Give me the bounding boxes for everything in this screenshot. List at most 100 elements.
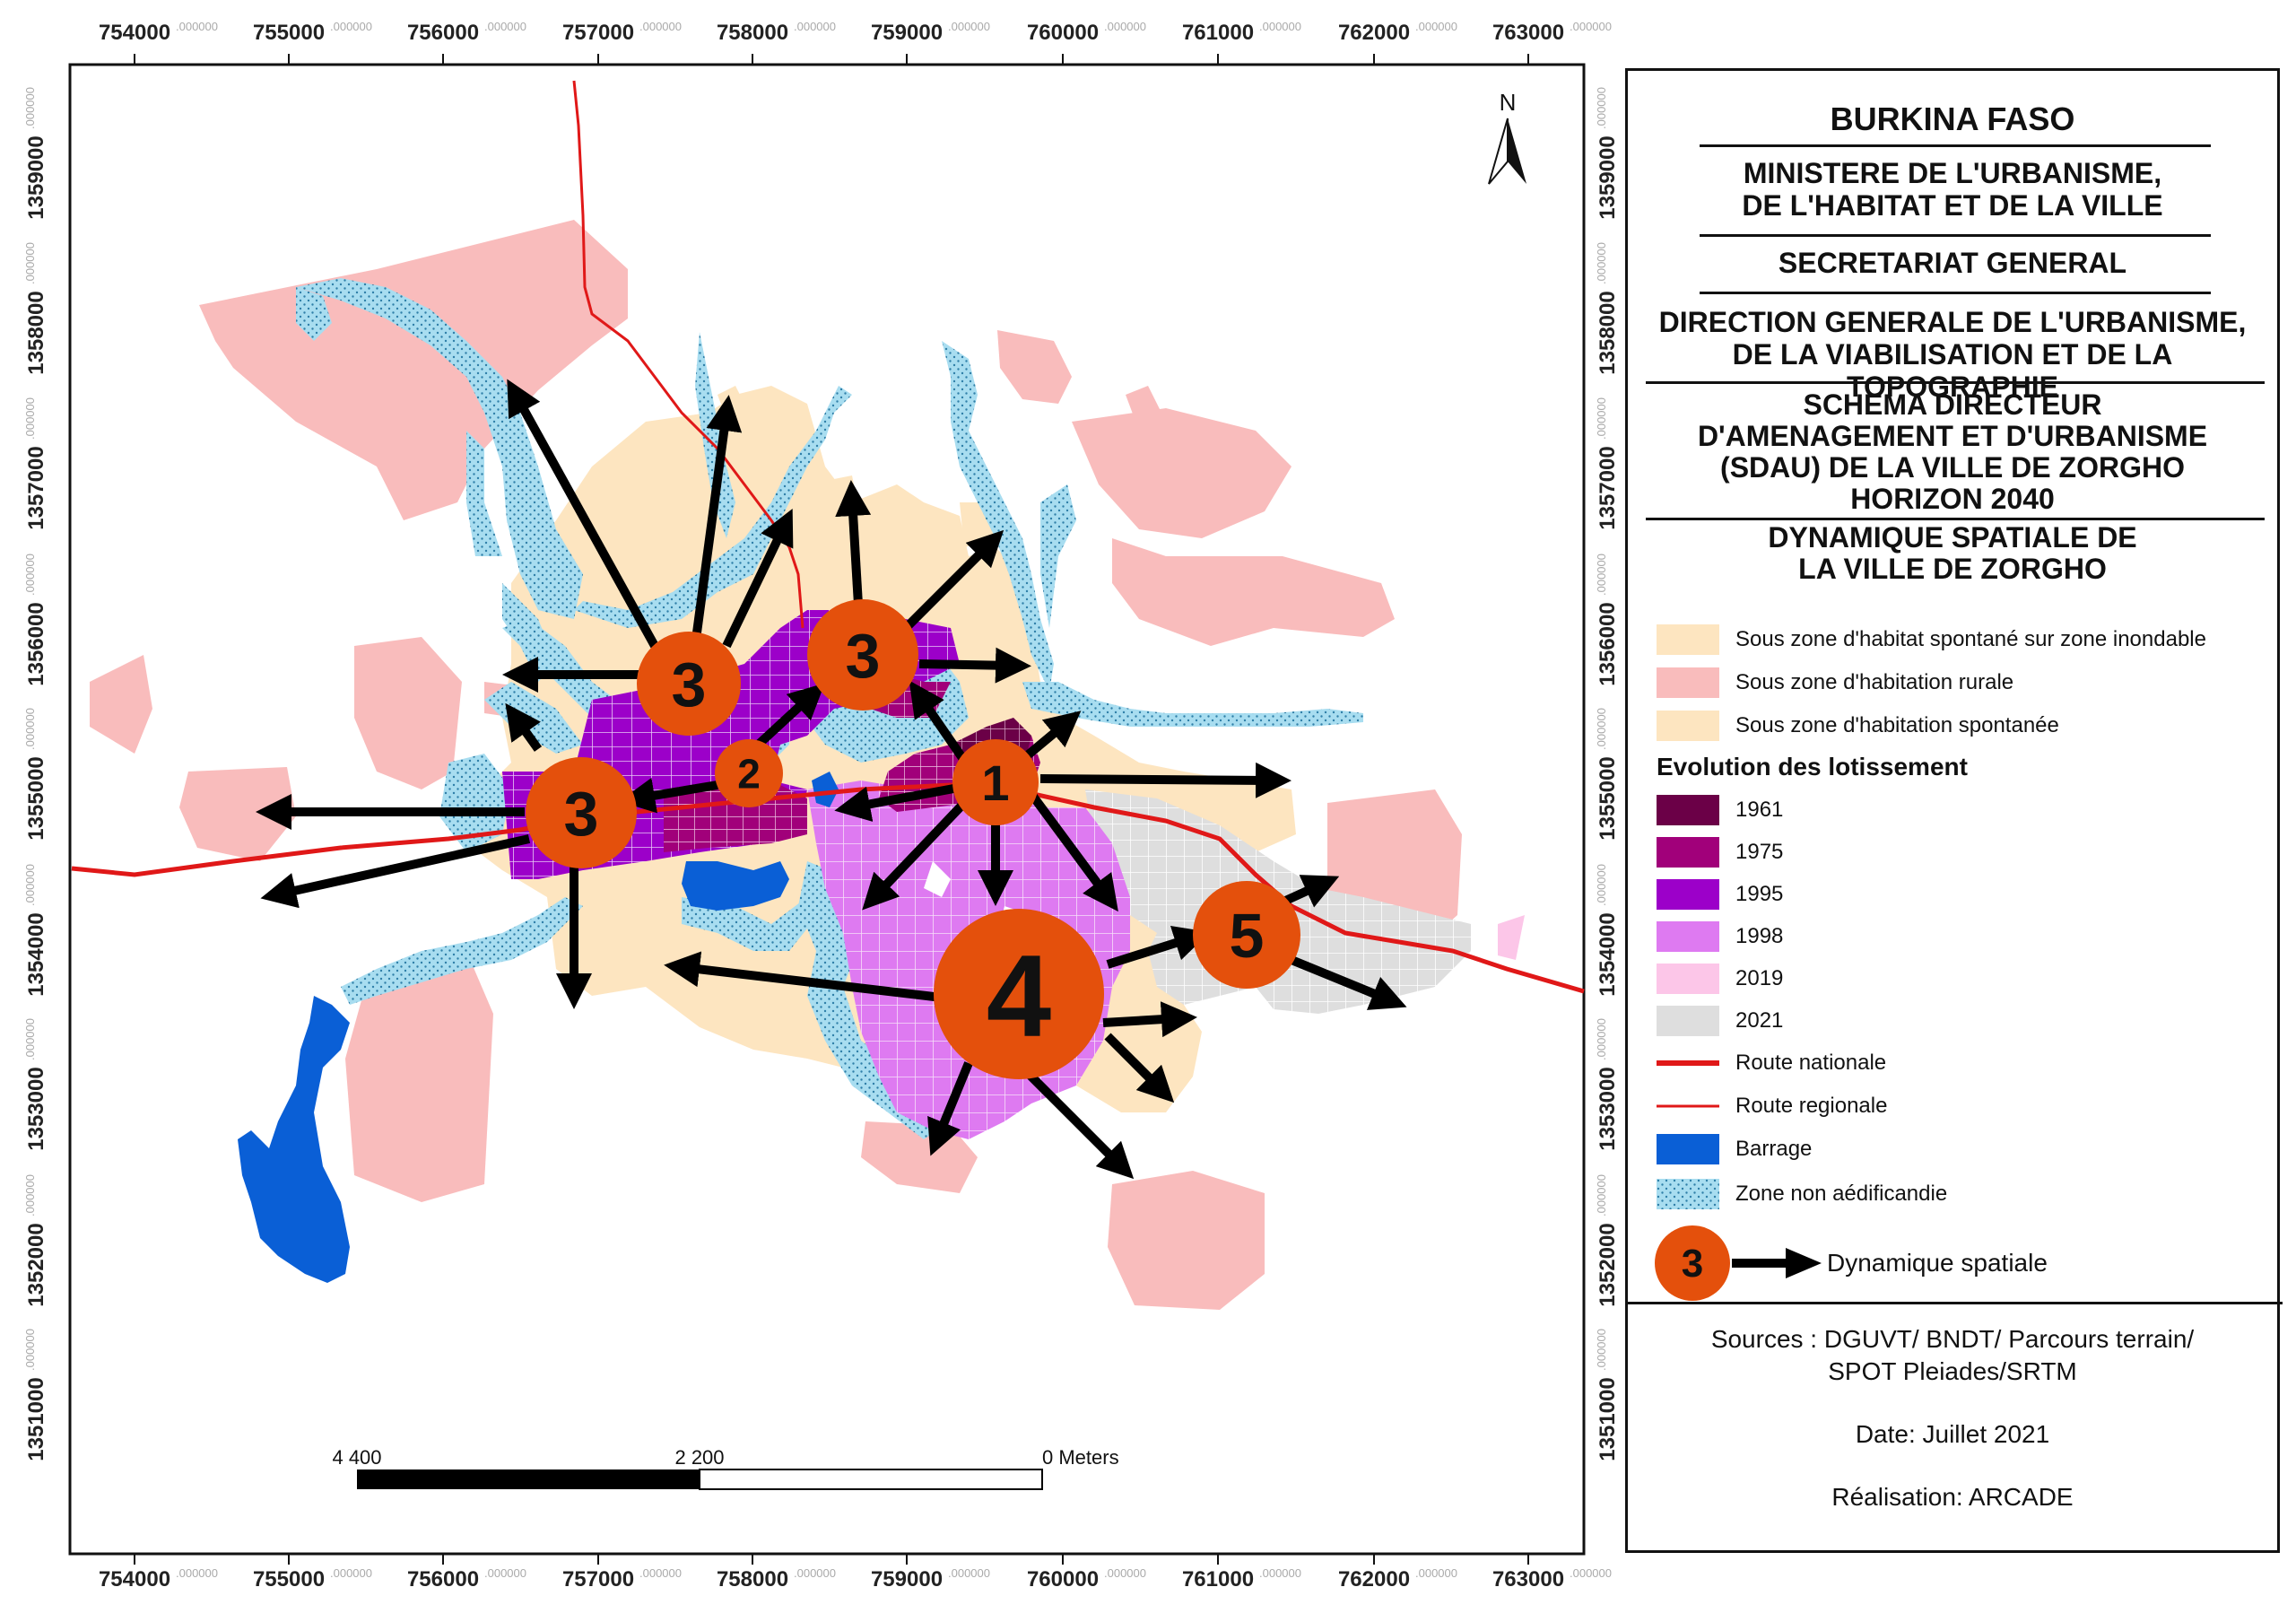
legend-label: 1995 xyxy=(1735,882,1784,906)
legend-swatch xyxy=(1657,837,1719,868)
dynamics-nodes: 123 334 5 xyxy=(526,599,1300,1079)
legend-label: Barrage xyxy=(1735,1137,1813,1161)
date-text: Date: Juillet 2021 xyxy=(1855,1420,2050,1448)
legend-label: 1975 xyxy=(1735,840,1784,864)
y-tick-label: 1358000 xyxy=(24,291,48,374)
legend-item-route-nationale: Route nationale xyxy=(1657,1045,1886,1081)
legend-label: Route nationale xyxy=(1735,1051,1887,1075)
x-tick-label: 763000 xyxy=(1492,21,1564,45)
scale-bar: 4 400 2 200 0 Meters xyxy=(332,1446,1119,1490)
map-title-line-2: LA VILLE DE ZORGHO xyxy=(1798,553,2107,585)
rural-zones xyxy=(90,220,1525,1310)
legend-item-year: 2019 xyxy=(1657,961,1783,997)
legend-swatch xyxy=(1657,711,1719,741)
sources-line-1: Sources : DGUVT/ BNDT/ Parcours terrain/ xyxy=(1710,1325,2195,1353)
y-tick-label: 1357000 xyxy=(1596,446,1620,529)
direction-line-2: DE LA VIABILISATION ET DE LA TOPOGRAPHIE xyxy=(1732,338,2173,403)
x-tick-label: 755000 xyxy=(253,1567,325,1591)
legend-item-year: 1961 xyxy=(1657,792,1783,828)
y-tick-label: 1352000 xyxy=(1596,1223,1620,1306)
legend-item-year: 2021 xyxy=(1657,1003,1783,1039)
scale-label-mid: 2 200 xyxy=(674,1446,724,1469)
y-tick-label: 1353000 xyxy=(1596,1067,1620,1150)
author-text: Réalisation: ARCADE xyxy=(1831,1483,2074,1511)
y-tick-label: 1354000 xyxy=(24,912,48,996)
dynamics-node xyxy=(1193,881,1300,989)
x-tick-suffix: .000000 xyxy=(639,20,682,33)
x-tick-label: 761000 xyxy=(1182,21,1254,45)
dynamics-node xyxy=(952,739,1039,825)
legend-label: 2021 xyxy=(1735,1008,1784,1033)
x-tick-label: 756000 xyxy=(407,1567,479,1591)
legend-item-year: 1998 xyxy=(1657,919,1783,955)
x-tick-label: 757000 xyxy=(562,1567,634,1591)
legend-label: Sous zone d'habitat spontané sur zone in… xyxy=(1735,627,2206,651)
x-tick-suffix: .000000 xyxy=(484,1566,526,1580)
y-tick-label: 1355000 xyxy=(24,756,48,840)
x-tick-suffix: .000000 xyxy=(1570,1566,1612,1580)
legend-swatch xyxy=(1657,1006,1719,1036)
y-tick-label: 1359000 xyxy=(1596,135,1620,219)
dynamics-node-label: 2 xyxy=(737,751,761,798)
barrage-water xyxy=(238,772,839,1283)
legend-item-barrage: Barrage xyxy=(1657,1131,1812,1167)
dynamics-node xyxy=(715,739,783,807)
dynamics-symbol-label: 3 xyxy=(1682,1242,1703,1286)
x-tick-label: 759000 xyxy=(871,1567,943,1591)
map-title-line-1: DYNAMIQUE SPATIALE DE xyxy=(1768,521,2137,554)
legend-label: 2019 xyxy=(1735,966,1784,990)
legend-label: Sous zone d'habitation spontanée xyxy=(1735,713,2059,737)
y-tick-suffix: .000000 xyxy=(23,864,37,906)
y-tick-suffix: .000000 xyxy=(23,554,37,596)
legend-swatch xyxy=(1657,1134,1719,1164)
legend-panel: BURKINA FASO MINISTERE DE L'URBANISME, D… xyxy=(1625,68,2283,1553)
divider xyxy=(1646,381,2265,384)
dynamics-symbol-icon: 3 xyxy=(1655,1225,1822,1301)
x-tick-label: 762000 xyxy=(1338,21,1410,45)
legend-label: Dynamique spatiale xyxy=(1827,1249,2048,1277)
y-tick-suffix: .000000 xyxy=(23,1174,37,1216)
divider xyxy=(1700,144,2211,147)
dynamics-node-label: 5 xyxy=(1230,901,1265,971)
x-tick-label: 758000 xyxy=(717,21,788,45)
y-tick-suffix: .000000 xyxy=(23,87,37,129)
plan-line-3: (SDAU) DE LA VILLE DE ZORGHO xyxy=(1720,451,2185,484)
x-tick-suffix: .000000 xyxy=(330,1566,372,1580)
x-tick-label: 763000 xyxy=(1492,1567,1564,1591)
north-arrow-icon: N xyxy=(1488,89,1526,185)
dynamics-node-label: 4 xyxy=(987,930,1051,1061)
y-tick-suffix: .000000 xyxy=(23,397,37,440)
country-title: BURKINA FASO xyxy=(1830,100,2075,137)
x-tick-label: 760000 xyxy=(1027,1567,1099,1591)
dynamics-node-label: 3 xyxy=(846,621,881,691)
dynamics-node xyxy=(637,632,741,736)
coordinate-ticks: 754000 .000000 754000 .000000 755000 .000000 7… xyxy=(23,20,1620,1591)
x-tick-label: 755000 xyxy=(253,21,325,45)
y-tick-suffix: .000000 xyxy=(1595,864,1608,906)
line-swatch xyxy=(1657,1060,1719,1066)
scale-label-left: 4 400 xyxy=(332,1446,381,1469)
x-tick-suffix: .000000 xyxy=(948,1566,990,1580)
dynamics-node xyxy=(526,757,637,868)
legend-label: 1998 xyxy=(1735,924,1784,948)
scale-label-right: 0 Meters xyxy=(1042,1446,1119,1469)
y-tick-label: 1357000 xyxy=(24,446,48,529)
y-tick-suffix: .000000 xyxy=(23,1329,37,1371)
line-swatch xyxy=(1657,1104,1719,1108)
legend-label: Route regionale xyxy=(1735,1094,1888,1118)
plan-line-1: SCHEMA DIRECTEUR xyxy=(1803,388,2102,421)
y-tick-suffix: .000000 xyxy=(1595,1018,1608,1060)
x-tick-suffix: .000000 xyxy=(1104,1566,1146,1580)
x-tick-label: 762000 xyxy=(1338,1567,1410,1591)
y-tick-suffix: .000000 xyxy=(1595,87,1608,129)
y-tick-suffix: .000000 xyxy=(1595,1329,1608,1371)
ministry-line-1: MINISTERE DE L'URBANISME, xyxy=(1743,157,2162,189)
legend-label: Zone non aédificandie xyxy=(1735,1182,1948,1206)
divider xyxy=(1700,234,2211,237)
x-tick-label: 756000 xyxy=(407,21,479,45)
x-tick-suffix: .000000 xyxy=(176,20,218,33)
divider xyxy=(1646,518,2265,520)
y-tick-suffix: .000000 xyxy=(1595,1174,1608,1216)
legend-item-route-regionale: Route regionale xyxy=(1657,1088,1887,1124)
legend-swatch xyxy=(1657,879,1719,910)
